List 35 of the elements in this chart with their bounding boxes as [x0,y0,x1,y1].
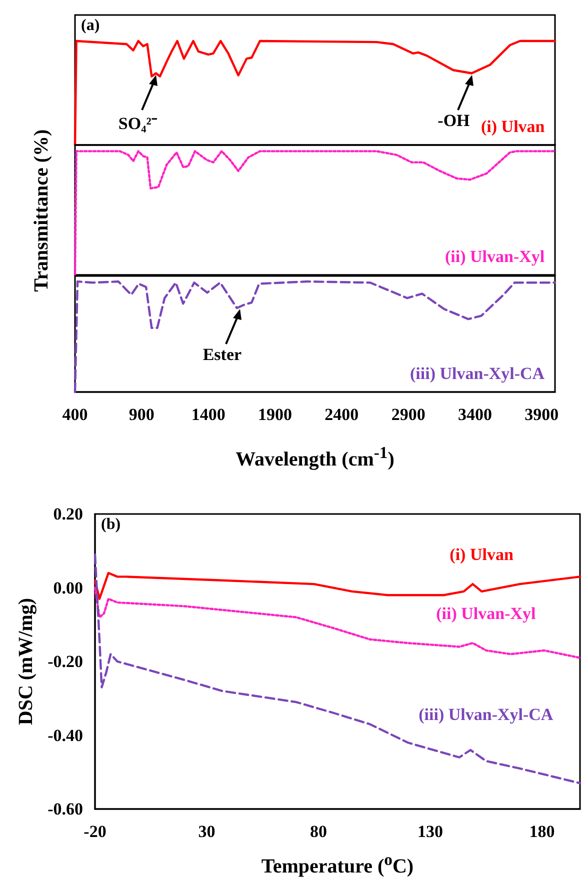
x-axis-title: Wavelength (cm$^{-1}$) [234,443,396,472]
x-tick-label: 900 [128,405,154,424]
x-tick-label: 2400 [324,405,359,424]
y-tick-label: -0.40 [48,726,83,745]
x-tick-label: 180 [529,822,555,841]
x-tick-label: 80 [310,822,327,841]
series-label: (ii) Ulvan-Xyl [436,604,536,624]
y-tick-label: 0.20 [53,504,83,524]
annotation: -OH [438,111,470,132]
annotation: Ester [202,344,242,365]
x-tick-label: 130 [418,822,444,841]
y-tick-label: -0.20 [48,652,83,671]
text: (a) [81,17,100,35]
text: (iii) Ulvan-Xyl-CA [410,364,545,384]
y-tick-label: -0.60 [48,800,83,818]
series-label: (iii) Ulvan-Xyl-CA [418,705,554,726]
annotation: SO₄²⁻ [118,113,158,134]
y-tick-label: 0.00 [53,578,83,598]
line-series [94,572,582,600]
x-tick-label: 3400 [458,405,492,424]
x-tick-label: 30 [198,822,216,841]
y-axis-title: Transmittance (%) [30,128,54,292]
text: (i) Ulvan [481,117,545,137]
text: (ii) Ulvan-Xyl [445,247,545,267]
x-tick-label: -20 [84,822,106,841]
x-tick-label: 1900 [258,405,292,424]
x-axis-title: Temperature ($^{o}$C) [260,850,415,879]
y-axis-title: DSC (mW/mg) [14,598,38,726]
annotation: (b) [101,516,121,534]
series-label: (i) Ulvan [450,545,514,566]
x-tick-label: 400 [62,405,88,424]
x-tick-label: 1400 [191,405,226,424]
line-series [94,586,582,659]
x-tick-label: 3900 [524,405,559,424]
x-tick-label: 2900 [391,405,426,424]
